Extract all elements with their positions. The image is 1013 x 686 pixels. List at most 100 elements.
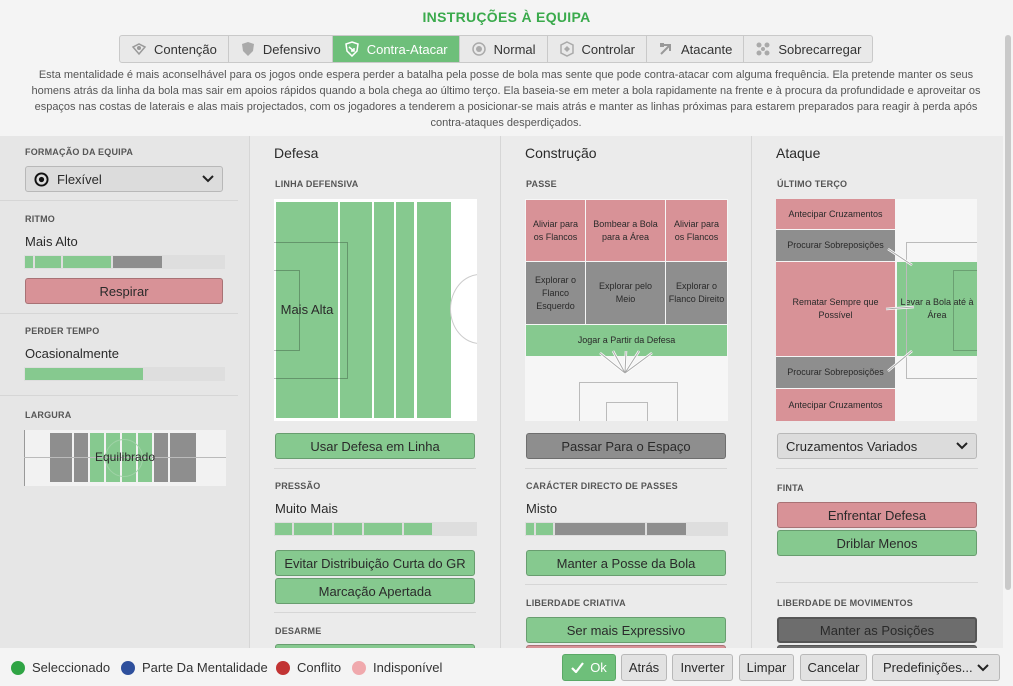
final-third-label: ÚLTIMO TERÇO xyxy=(777,179,848,189)
chevron-down-icon xyxy=(956,442,968,450)
legend-selected: Seleccionado xyxy=(11,660,110,675)
pressing-slider[interactable] xyxy=(274,522,477,536)
tempo-segment xyxy=(35,256,61,268)
middle-cell[interactable]: Explorar pelo Meio xyxy=(586,262,665,324)
legend-mentality: Parte Da Mentalidade xyxy=(121,660,268,675)
crossing-dropdown[interactable]: Cruzamentos Variados xyxy=(777,433,977,459)
divider xyxy=(525,468,727,469)
tackling-label: DESARME xyxy=(275,626,322,636)
tight-marking-button[interactable]: Marcação Apertada xyxy=(275,578,475,604)
ok-button[interactable]: Ok xyxy=(562,654,616,681)
play-out-cell[interactable]: Jogar a Partir da Defesa xyxy=(526,325,727,356)
defense-header: Defesa xyxy=(274,145,319,161)
cancel-button[interactable]: Cancelar xyxy=(800,654,867,681)
legend-dot-blue xyxy=(121,660,135,675)
column-divider xyxy=(751,136,752,648)
legend-label: Seleccionado xyxy=(32,660,111,675)
formation-icon xyxy=(34,171,49,187)
tab-label: Contra-Atacar xyxy=(366,41,448,57)
tab-contencao[interactable]: Contenção xyxy=(120,36,229,62)
counter-icon xyxy=(344,41,359,57)
long-ball-cell[interactable]: Bombear a Bola para a Área xyxy=(586,200,665,261)
formation-dropdown[interactable]: Flexível xyxy=(25,166,223,192)
clear-button[interactable]: Limpar xyxy=(739,654,794,681)
be-more-expressive-button[interactable]: Ser mais Expressivo xyxy=(526,617,726,643)
legend-dot-red xyxy=(276,660,290,675)
ok-label: Ok xyxy=(590,660,607,675)
movement-freedom-button[interactable] xyxy=(777,645,977,648)
directness-segment xyxy=(647,523,686,535)
chevron-down-icon xyxy=(202,175,214,183)
gk-distribution-button[interactable]: Evitar Distribuição Curta do GR xyxy=(275,550,475,576)
defensive-line-pitch[interactable]: Mais Alta xyxy=(274,199,477,421)
control-icon xyxy=(559,41,574,57)
overlap-bottom-cell[interactable]: Procurar Sobreposições xyxy=(776,357,895,388)
column-divider xyxy=(500,136,501,648)
timewasting-label: PERDER TEMPO xyxy=(25,326,100,336)
timewasting-value: Ocasionalmente xyxy=(25,346,119,361)
dribble-less-button[interactable]: Driblar Menos xyxy=(777,530,977,556)
passing-pitch[interactable]: Aliviar para os Flancos Bombear a Bola p… xyxy=(525,199,728,421)
defense-column: Defesa LINHA DEFENSIVA Mais Alta Usar De… xyxy=(250,136,500,648)
early-cross-bottom-cell[interactable]: Antecipar Cruzamentos xyxy=(776,389,895,421)
tab-atacante[interactable]: Atacante xyxy=(647,36,745,62)
work-ball-cell[interactable]: Levar a Bola até à Área xyxy=(897,262,977,356)
shoot-on-sight-cell[interactable]: Rematar Sempre que Possível xyxy=(776,262,895,356)
retain-possession-button[interactable]: Manter a Posse da Bola xyxy=(526,550,726,576)
legend-label: Conflito xyxy=(297,660,342,675)
contain-icon xyxy=(131,43,147,56)
hold-position-button[interactable]: Manter as Posições xyxy=(777,617,977,643)
divider xyxy=(525,584,727,585)
wide-left-cell[interactable]: Aliviar para os Flancos xyxy=(526,200,585,261)
buildup-header: Construção xyxy=(525,145,597,161)
presets-dropdown[interactable]: Predefinições... xyxy=(872,654,1000,681)
column-divider xyxy=(249,136,250,648)
tackling-button[interactable] xyxy=(275,644,475,648)
final-third-pitch[interactable]: Antecipar Cruzamentos Procurar Sobreposi… xyxy=(776,199,977,421)
tab-contra-atacar[interactable]: Contra-Atacar xyxy=(332,36,460,62)
formation-label: FORMAÇÃO DA EQUIPA xyxy=(25,147,134,157)
legend-dot-green xyxy=(11,660,25,675)
tab-controlar[interactable]: Controlar xyxy=(548,36,647,62)
run-at-defence-button[interactable]: Enfrentar Defesa xyxy=(777,502,977,528)
overlap-top-cell[interactable]: Procurar Sobreposições xyxy=(776,230,895,261)
shield-icon xyxy=(241,42,254,56)
pressing-segment xyxy=(275,523,292,535)
defensive-line-value: Mais Alta xyxy=(280,302,334,317)
scrollbar[interactable] xyxy=(1005,35,1011,590)
check-icon xyxy=(571,662,585,673)
passing-label: PASSE xyxy=(526,179,557,189)
divider xyxy=(776,468,978,469)
tab-label: Defensivo xyxy=(262,41,321,57)
wide-right-cell[interactable]: Aliviar para os Flancos xyxy=(666,200,727,261)
back-button[interactable]: Atrás xyxy=(621,654,667,681)
flank-right-cell[interactable]: Explorar o Flanco Direito xyxy=(666,262,727,324)
offside-trap-button[interactable]: Usar Defesa em Linha xyxy=(275,433,475,459)
presets-label: Predefinições... xyxy=(883,660,973,675)
pressing-value: Muito Mais xyxy=(275,501,338,516)
pass-into-space-button[interactable]: Passar Para o Espaço xyxy=(526,433,726,459)
timewasting-slider[interactable] xyxy=(24,367,225,381)
invert-button[interactable]: Inverter xyxy=(672,654,733,681)
tempo-slider[interactable] xyxy=(24,255,225,269)
early-cross-top-cell[interactable]: Antecipar Cruzamentos xyxy=(776,199,895,229)
flank-left-cell[interactable]: Explorar o Flanco Esquerdo xyxy=(526,262,585,324)
directness-slider[interactable] xyxy=(525,522,728,536)
creative-freedom-button[interactable] xyxy=(526,645,726,648)
directness-segment xyxy=(536,523,553,535)
overload-icon xyxy=(756,42,770,56)
tab-label: Sobrecarregar xyxy=(778,41,862,57)
tab-label: Contenção xyxy=(154,41,217,57)
breathe-button[interactable]: Respirar xyxy=(25,278,223,304)
divider xyxy=(0,200,238,201)
legend-unavailable: Indisponível xyxy=(352,660,442,675)
defensive-line-label: LINHA DEFENSIVA xyxy=(275,179,359,189)
tempo-label: RITMO xyxy=(25,214,55,224)
tab-defensivo[interactable]: Defensivo xyxy=(229,36,333,62)
tempo-value: Mais Alto xyxy=(25,234,78,249)
tab-sobrecarregar[interactable]: Sobrecarregar xyxy=(744,36,872,62)
legend-conflict: Conflito xyxy=(276,660,341,675)
passing-arrows xyxy=(599,350,653,375)
tab-normal[interactable]: Normal xyxy=(460,36,548,62)
width-pitch[interactable]: Equilibrado xyxy=(24,430,226,486)
